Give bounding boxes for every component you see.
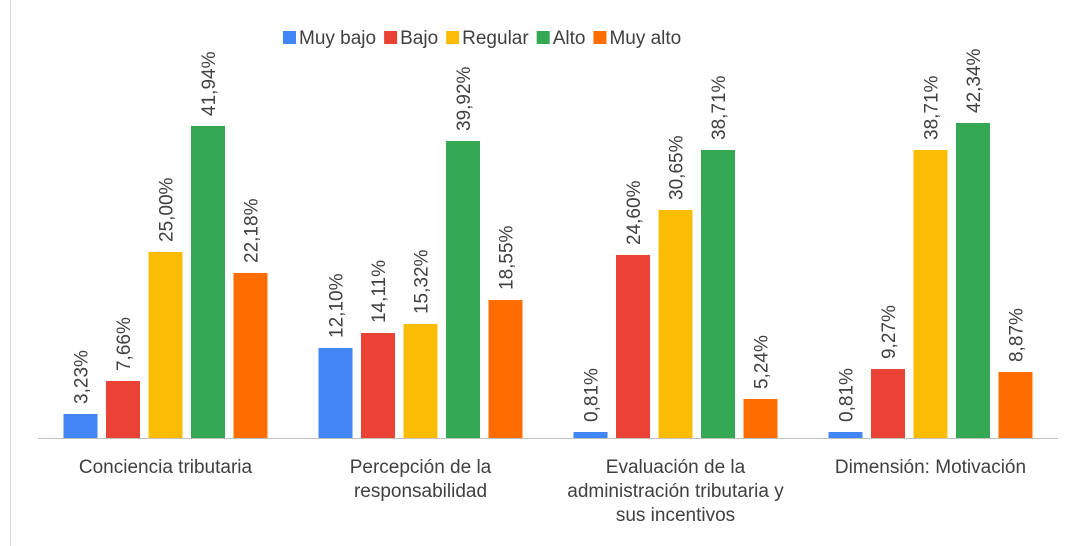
bar — [148, 252, 183, 438]
legend-swatch — [536, 31, 550, 44]
legend-swatch — [593, 31, 607, 44]
legend-label: Regular — [462, 28, 529, 49]
data-label: 14,11% — [369, 260, 390, 323]
legend-label: Muy alto — [609, 28, 681, 49]
x-tick-label: Conciencia tributaria — [78, 457, 253, 478]
data-label: 3,23% — [72, 350, 93, 404]
data-label: 8,87% — [1007, 308, 1028, 362]
data-label: 9,27% — [879, 305, 900, 359]
bar — [956, 122, 990, 438]
bar — [998, 372, 1033, 438]
bar — [318, 347, 353, 438]
bar — [701, 149, 735, 438]
bar — [403, 324, 438, 438]
legend-label: Alto — [553, 28, 586, 49]
x-tick-label: Dimensión: Motivación — [834, 457, 1027, 478]
legend-label: Bajo — [400, 28, 438, 49]
x-tick-label: Evaluación de la administración tributar… — [567, 457, 784, 526]
data-label: 38,71% — [922, 75, 943, 140]
bar — [446, 140, 480, 439]
bar — [658, 209, 693, 438]
bar — [191, 125, 225, 438]
data-label: 0,81% — [582, 368, 603, 422]
bar — [828, 431, 863, 438]
bar — [488, 299, 523, 438]
bar — [616, 254, 650, 438]
data-label: 7,66% — [114, 317, 135, 371]
data-label: 41,94% — [199, 51, 220, 116]
data-label: 39,92% — [454, 66, 475, 131]
data-label: 0,81% — [837, 368, 858, 422]
data-label: 12,10% — [327, 273, 348, 338]
data-label: 24,60% — [624, 180, 645, 245]
legend-label: Muy bajo — [299, 28, 376, 49]
data-label: 30,65% — [667, 135, 688, 200]
legend-swatch — [384, 31, 398, 44]
bar — [573, 431, 608, 438]
bar — [63, 413, 98, 438]
data-label: 38,71% — [709, 75, 730, 140]
bar — [361, 333, 395, 438]
data-label: 18,55% — [497, 225, 518, 290]
bar — [913, 149, 948, 438]
data-label: 25,00% — [157, 177, 178, 242]
bar — [106, 381, 140, 438]
data-label: 42,34% — [964, 48, 985, 113]
legend-swatch — [283, 31, 296, 44]
bar — [871, 369, 905, 438]
data-label: 5,24% — [752, 335, 773, 389]
legend-swatch — [446, 31, 460, 44]
x-tick-label: Percepción de la responsabilidad — [349, 457, 492, 502]
data-label: 22,18% — [242, 198, 263, 263]
data-label: 15,32% — [412, 249, 433, 314]
bar — [233, 272, 268, 438]
bar — [743, 399, 778, 438]
